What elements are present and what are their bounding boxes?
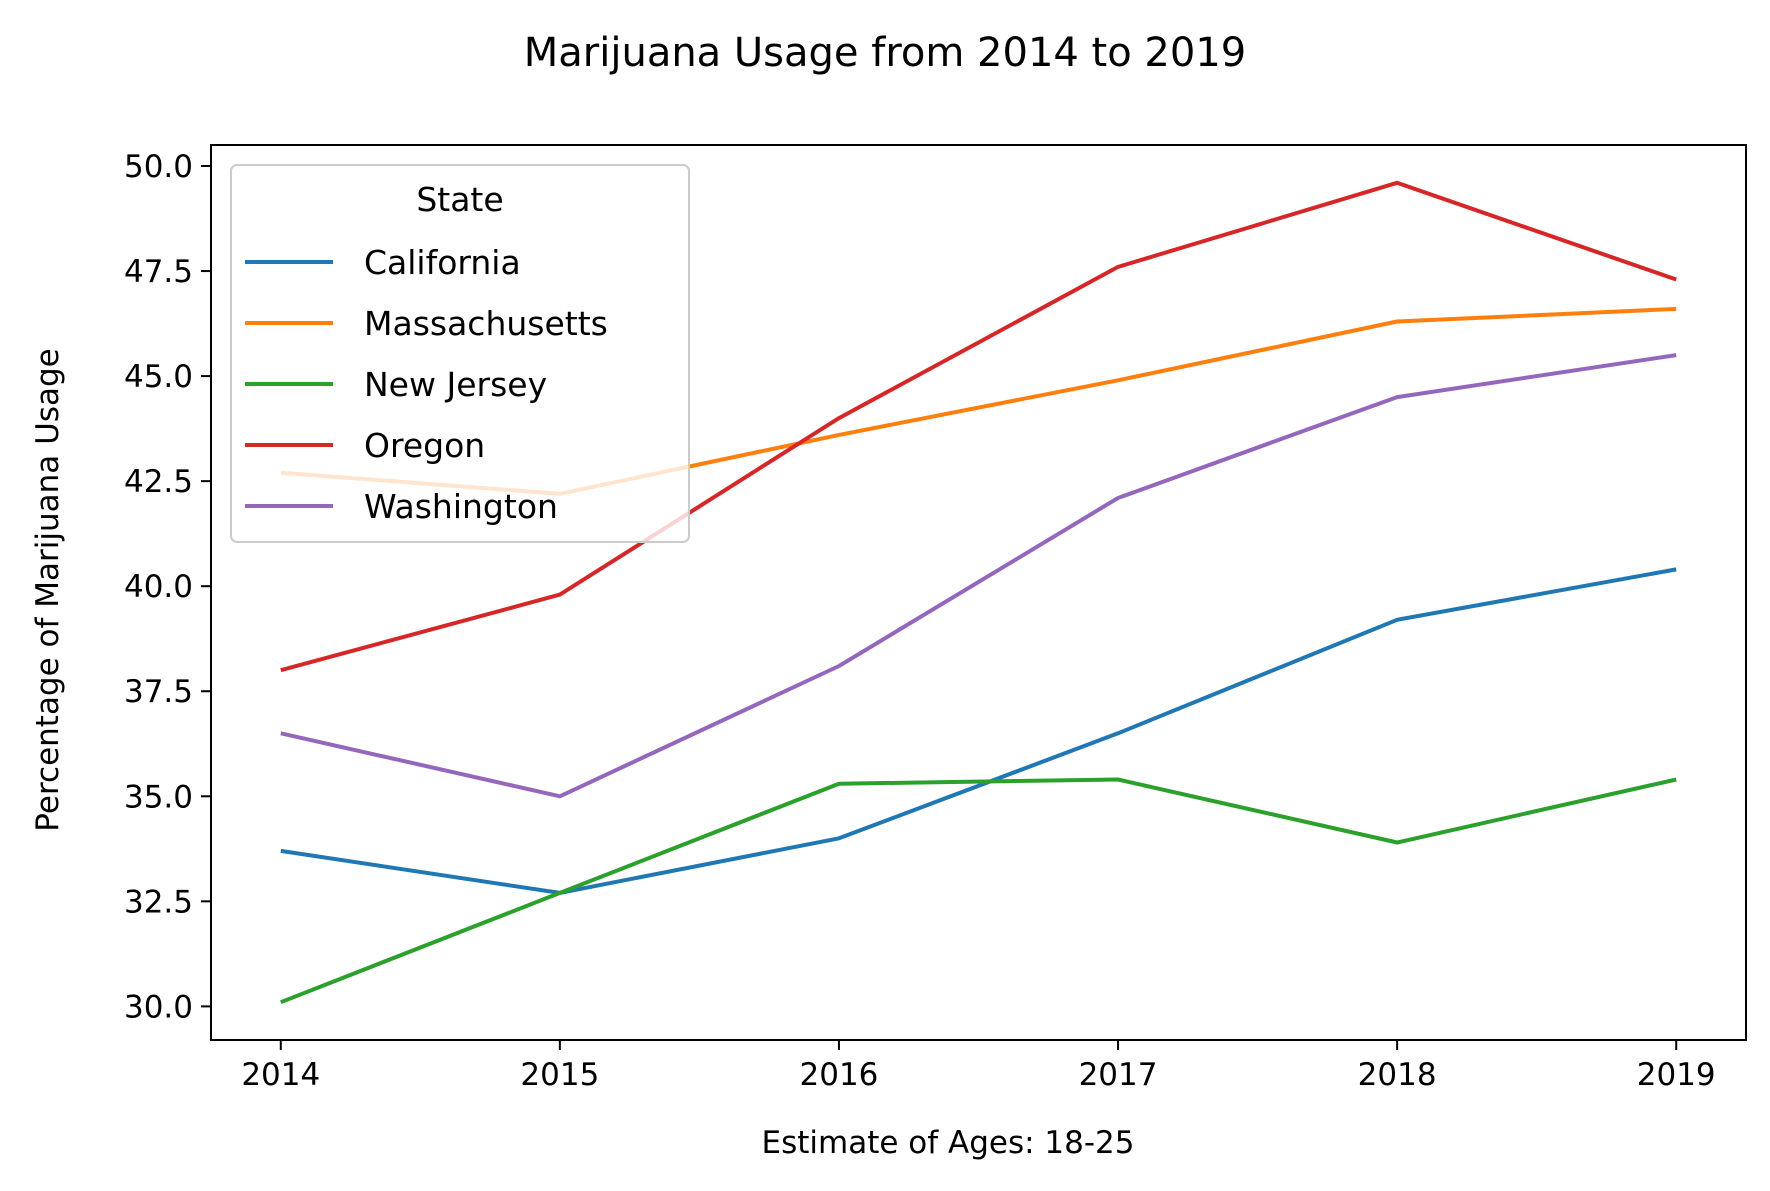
x-axis-ticks: 2014 2015 2016 2017 2018 2019: [241, 1040, 1716, 1093]
y-tick-label: 40.0: [124, 569, 193, 605]
y-axis-label: Percentage of Marijuana Usage: [30, 348, 66, 831]
series-line-oregon: [280, 180, 1677, 673]
x-axis-label: Estimate of Ages: 18-25: [762, 1125, 1135, 1161]
y-tick-label: 50.0: [124, 149, 193, 185]
series-line-new-jersey: [280, 777, 1677, 1005]
x-tick-label: 2019: [1637, 1057, 1716, 1093]
legend-title: State: [416, 180, 503, 219]
legend-label-washington: Washington: [364, 487, 558, 526]
y-axis-label-group: Percentage of Marijuana Usage: [30, 348, 66, 831]
x-tick-label: 2017: [1079, 1057, 1158, 1093]
y-tick-label: 35.0: [124, 779, 193, 815]
x-tick-label: 2014: [241, 1057, 320, 1093]
y-tick-label: 42.5: [124, 464, 193, 500]
series-line-washington: [280, 353, 1677, 799]
y-tick-label: 37.5: [124, 674, 193, 710]
x-tick-label: 2018: [1358, 1057, 1437, 1093]
legend: State California Massachusetts New Jersey O…: [230, 164, 690, 543]
legend-label-california: California: [364, 243, 521, 282]
y-tick-label: 47.5: [124, 254, 193, 290]
legend-label-massachusetts: Massachusetts: [364, 304, 608, 343]
y-axis-ticks: 30.0 32.5 35.0 37.5 40.0 42.5 45.0 47.5 50.0: [124, 149, 211, 1025]
y-tick-label: 30.0: [124, 989, 193, 1025]
legend-box: [230, 164, 690, 543]
y-tick-label: 32.5: [124, 884, 193, 920]
series-line-california: [280, 567, 1677, 895]
chart-title: Marijuana Usage from 2014 to 2019: [524, 30, 1246, 76]
y-tick-label: 45.0: [124, 359, 193, 395]
plot-frame: [210, 144, 1747, 1041]
legend-label-new-jersey: New Jersey: [364, 365, 547, 404]
legend-label-oregon: Oregon: [364, 426, 485, 465]
x-tick-label: 2015: [520, 1057, 599, 1093]
x-tick-label: 2016: [800, 1057, 879, 1093]
legend-items: California Massachusetts New Jersey Oregon W…: [245, 243, 608, 526]
